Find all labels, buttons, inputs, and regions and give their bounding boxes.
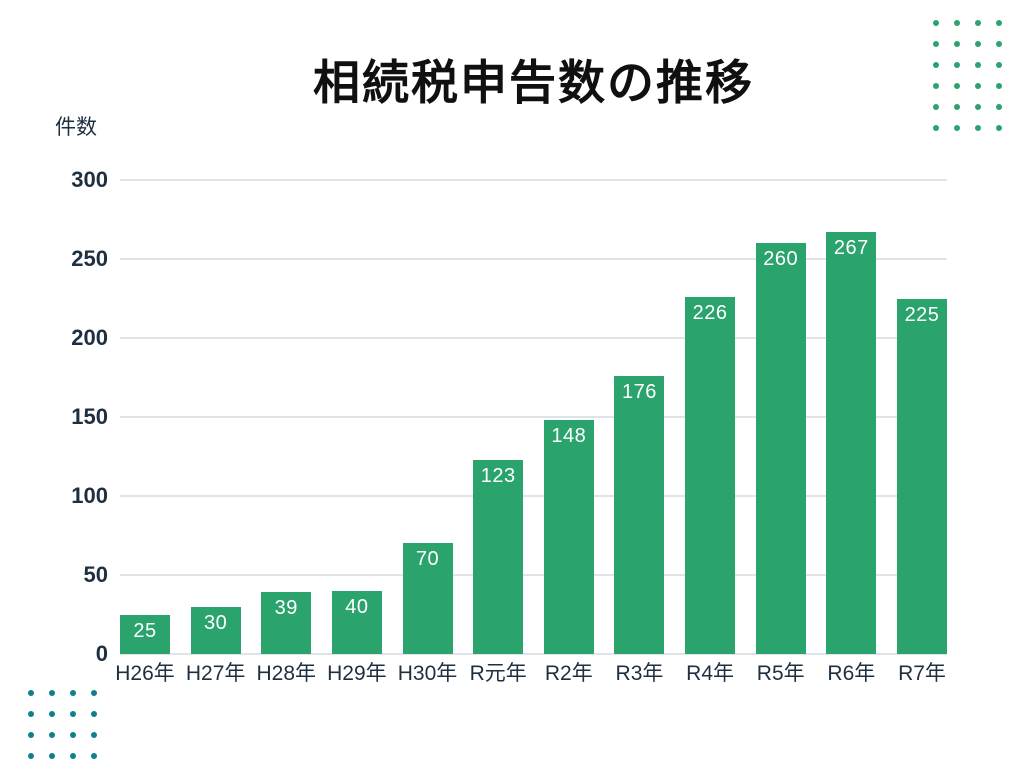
dot — [954, 83, 960, 89]
dot — [70, 732, 76, 738]
dot — [975, 62, 981, 68]
dot — [954, 62, 960, 68]
dot — [28, 690, 34, 696]
bar-value-label: 176 — [622, 380, 657, 403]
dot — [996, 20, 1002, 26]
dot — [28, 753, 34, 759]
gridline — [120, 258, 947, 260]
bar-value-label: 148 — [551, 425, 587, 448]
dot — [975, 20, 981, 26]
dot — [91, 711, 97, 717]
x-axis-label: H26年 — [115, 662, 175, 685]
dot — [954, 125, 960, 131]
bar: 25 — [120, 614, 170, 654]
dot — [975, 83, 981, 89]
bar: 148 — [543, 420, 594, 654]
dot — [70, 753, 76, 759]
gridline — [120, 337, 947, 339]
x-axis-label: R4年 — [686, 662, 735, 685]
gridline — [120, 416, 947, 418]
bar-value-label: 226 — [692, 301, 728, 324]
x-axis-label: H29年 — [327, 662, 387, 685]
dot — [996, 125, 1002, 131]
x-axis-label: R6年 — [827, 662, 876, 685]
dot — [975, 41, 981, 47]
bar: 176 — [614, 375, 665, 654]
dot — [933, 62, 939, 68]
bar: 123 — [473, 459, 524, 654]
dot — [49, 732, 55, 738]
gridline — [120, 495, 947, 497]
gridline — [120, 653, 947, 655]
dot — [933, 41, 939, 47]
dot — [933, 104, 939, 110]
bar: 225 — [897, 298, 947, 654]
chart-title: 相続税申告数の推移 — [313, 56, 754, 109]
dot — [49, 753, 55, 759]
dot — [91, 690, 97, 696]
bar-value-label: 260 — [763, 248, 799, 271]
dot — [933, 20, 939, 26]
bar-value-label: 123 — [480, 464, 516, 487]
x-axis-label: R2年 — [544, 662, 593, 685]
x-axis-label: R元年 — [469, 662, 527, 685]
bar: 267 — [826, 232, 877, 654]
dot — [91, 732, 97, 738]
x-axis-label: H27年 — [185, 662, 246, 685]
y-tick-label: 200 — [71, 325, 108, 350]
bar-value-label: 39 — [274, 597, 298, 620]
dot — [996, 104, 1002, 110]
dot — [70, 711, 76, 717]
bar: 70 — [402, 543, 453, 654]
bar-value-label: 40 — [345, 595, 369, 618]
bar-value-label: 225 — [904, 303, 940, 326]
x-axis-label: R5年 — [756, 662, 805, 685]
dot — [49, 711, 55, 717]
x-axis-label: R7年 — [898, 662, 946, 685]
bar: 226 — [685, 296, 736, 654]
dot — [996, 41, 1002, 47]
gridline — [120, 179, 947, 181]
y-axis-unit-label: 件数 — [55, 116, 97, 139]
y-tick-label: 300 — [71, 167, 108, 192]
x-axis-label: R3年 — [615, 662, 664, 685]
gridline — [120, 574, 947, 576]
x-axis-label: H28年 — [256, 662, 317, 685]
dot — [49, 690, 55, 696]
dot — [28, 711, 34, 717]
dot — [954, 104, 960, 110]
dot — [933, 125, 939, 131]
y-tick-label: 150 — [71, 404, 108, 429]
bar-value-label: 70 — [415, 548, 440, 571]
y-tick-label: 100 — [71, 483, 108, 508]
y-tick-label: 50 — [83, 562, 108, 587]
bar-value-label: 267 — [833, 237, 869, 260]
dot — [70, 690, 76, 696]
dot — [975, 104, 981, 110]
dot — [954, 41, 960, 47]
bar: 39 — [261, 592, 312, 654]
x-axis-label: H30年 — [397, 662, 458, 685]
y-tick-label: 0 — [95, 641, 108, 666]
dot — [954, 20, 960, 26]
dot — [996, 62, 1002, 68]
bar: 260 — [755, 243, 806, 654]
dot — [975, 125, 981, 131]
dot — [996, 83, 1002, 89]
dot — [91, 753, 97, 759]
dot — [28, 732, 34, 738]
bar: 30 — [190, 606, 241, 654]
bar-value-label: 25 — [133, 619, 157, 642]
y-tick-label: 250 — [71, 246, 108, 271]
dot — [933, 83, 939, 89]
bar: 40 — [331, 590, 382, 654]
bar-value-label: 30 — [204, 611, 228, 634]
